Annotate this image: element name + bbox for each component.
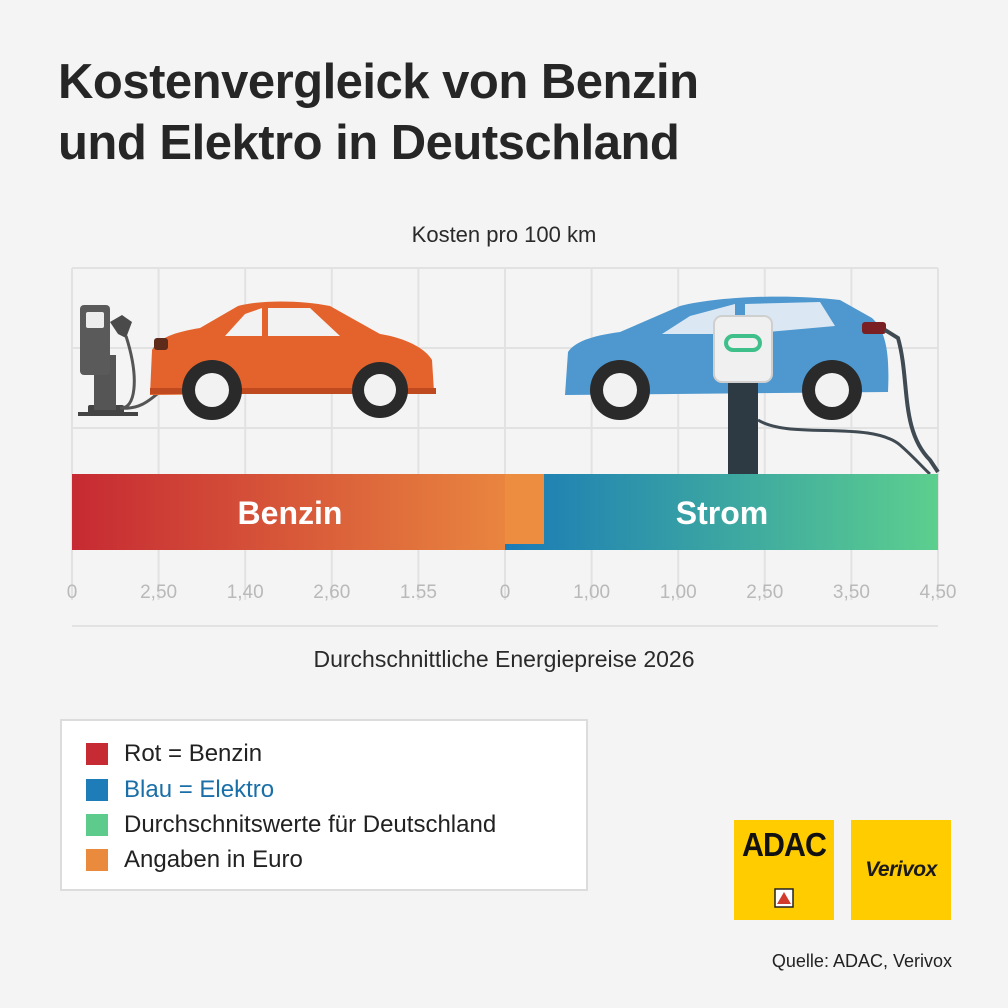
adac-logo: ADAC: [734, 820, 834, 920]
x-tick-label: 2,60: [313, 582, 350, 603]
bar-strom: [505, 474, 938, 550]
x-tick-label: 3,50: [833, 582, 870, 603]
adac-logo-text: ADAC: [741, 826, 827, 863]
x-tick-label: 2,50: [746, 582, 783, 603]
x-tick-label: 0: [67, 582, 78, 603]
legend-item-benzin: Rot = Benzin: [86, 739, 262, 769]
x-axis-ticks: 0 2,50 1,40 2,60 1.55 0 1,00 1,00 2,50 3,50 4,50: [67, 582, 957, 603]
legend-label: Rot = Benzin: [124, 740, 263, 767]
bar-label-strom: Strom: [676, 495, 768, 531]
title-line-1: Kostenvergleick von Benzin: [58, 55, 699, 109]
page-title: Kostenvergleick von Benzin und Elektro i…: [58, 52, 858, 174]
x-tick-label: 0: [500, 582, 511, 603]
bar-label-benzin: Benzin: [238, 495, 343, 531]
x-axis-caption: Durchschnittliche Energiepreise 2026: [313, 646, 695, 672]
orange-car-icon: [150, 301, 436, 420]
title-line-2: und Elektro in Deutschland: [58, 116, 680, 170]
source-note: Quelle: ADAC, Verivox: [771, 951, 952, 971]
x-tick-label: 2,50: [140, 582, 177, 603]
legend: Rot = Benzin Blau = Elektro Durchschnits…: [60, 719, 588, 891]
verivox-logo: Verivox: [851, 820, 951, 920]
chart: Benzin Strom 0 2,50 1,40 2,60 1.55 0 1,00 1,00 2…: [67, 267, 957, 627]
x-tick-label: 1,00: [573, 582, 610, 603]
fuel-pump-icon: [78, 305, 163, 416]
chart-subtitle: Kosten pro 100 km: [411, 222, 597, 247]
legend-item-euro: Angaben in Euro: [86, 845, 303, 875]
bar-benzin: [72, 474, 544, 550]
legend-swatch-blue: [86, 779, 108, 801]
verivox-logo-text: Verivox: [865, 858, 937, 881]
x-tick-label: 4,50: [920, 582, 957, 603]
legend-item-elektro: Blau = Elektro: [86, 775, 274, 805]
legend-label: Angaben in Euro: [124, 846, 303, 873]
x-tick-label: 1,40: [227, 582, 264, 603]
x-tick-label: 1.55: [400, 582, 437, 603]
legend-item-durchschnitt: Durchschnitswerte für Deutschland: [86, 810, 496, 840]
legend-swatch-red: [86, 743, 108, 765]
legend-swatch-orange: [86, 849, 108, 871]
legend-label: Durchschnitswerte für Deutschland: [124, 811, 497, 838]
ev-charger-icon: [713, 315, 931, 476]
legend-label: Blau = Elektro: [124, 776, 275, 803]
x-tick-label: 1,00: [660, 582, 697, 603]
legend-swatch-green: [86, 814, 108, 836]
adac-emblem-icon: [774, 888, 794, 908]
bar-overlap: [505, 474, 544, 544]
